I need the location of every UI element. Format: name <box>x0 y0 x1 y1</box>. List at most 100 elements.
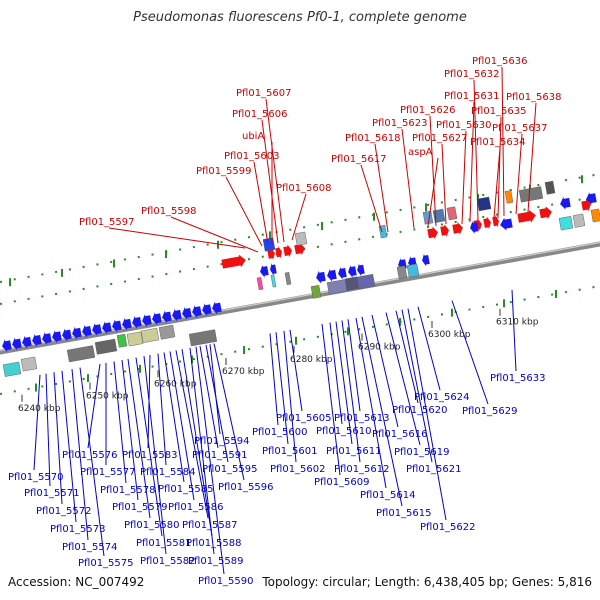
gene-label-reverse: Pfl01_5622 <box>420 522 476 533</box>
feature-box <box>344 276 360 291</box>
gene-label-forward: Pfl01_5630 <box>436 120 492 131</box>
scale-label: 6290 kbp <box>358 343 401 353</box>
feature-box <box>66 345 96 363</box>
forward-gene-arrow <box>539 206 552 220</box>
feature-box <box>94 338 118 355</box>
gene-label-reverse: Pfl01_5610 <box>316 426 372 437</box>
gene-label-reverse: Pfl01_5589 <box>188 556 244 567</box>
feature-box <box>544 180 556 195</box>
scale-label: 6250 kbp <box>86 392 129 402</box>
reverse-gene-arrow <box>202 303 212 317</box>
leader-line <box>45 373 51 487</box>
leader-line <box>175 350 209 519</box>
gene-label-reverse: Pfl01_5633 <box>490 373 546 384</box>
leader-line <box>189 347 215 555</box>
gene-label-reverse: Pfl01_5594 <box>194 436 250 447</box>
leader-line <box>283 330 297 463</box>
reverse-gene-arrow <box>327 268 337 282</box>
leader-line <box>451 300 489 405</box>
leader-line <box>341 320 361 463</box>
leader-line <box>385 312 421 446</box>
gene-label-forward: ubiA <box>242 131 264 142</box>
leader-line <box>469 101 475 223</box>
feature-box <box>256 277 264 291</box>
leader-line <box>473 79 479 221</box>
leader-line <box>147 354 151 449</box>
leader-line <box>265 98 285 243</box>
feature-box <box>188 329 218 347</box>
feature-box <box>572 213 586 228</box>
leader-line <box>113 361 127 484</box>
leader-line <box>213 343 245 481</box>
leader-line <box>427 157 439 227</box>
gene-label-reverse: Pfl01_5573 <box>50 524 106 535</box>
leader-line <box>209 344 221 435</box>
reverse-gene-arrow <box>182 306 192 320</box>
leader-line <box>199 345 219 449</box>
gene-label-forward: Pfl01_5635 <box>471 106 527 117</box>
feature-box <box>504 190 514 204</box>
leader-line <box>170 216 259 253</box>
gene-label-reverse: Pfl01_5576 <box>62 450 118 461</box>
forward-gene-arrow <box>492 214 499 228</box>
gene-label-reverse: Pfl01_5601 <box>262 446 318 457</box>
feature-box <box>326 279 348 295</box>
gene-label-forward: Pfl01_5623 <box>372 118 428 129</box>
reverse-gene-arrow <box>560 196 571 210</box>
leader-line <box>374 143 389 233</box>
leader-line <box>407 308 447 521</box>
scale-label: 6300 kbp <box>428 330 471 340</box>
leader-line <box>253 161 269 245</box>
feature-box <box>518 186 544 203</box>
leader-line <box>497 116 502 219</box>
leader-line <box>33 374 41 471</box>
label-layer: 6240 kbp 6250 kbp 6260 kbp 6270 kbp 6280 kbp… <box>8 56 562 587</box>
gene-label-reverse: Pfl01_5611 <box>326 446 382 457</box>
gene-label-reverse: Pfl01_5596 <box>218 482 274 493</box>
forward-gene-arrow <box>275 245 282 259</box>
reverse-gene-arrow <box>132 315 142 329</box>
reverse-gene-arrow <box>22 335 32 349</box>
leader-line <box>181 349 213 537</box>
leader-line <box>329 322 343 425</box>
feature-box <box>270 274 277 288</box>
feature-box <box>20 356 38 372</box>
leader-line <box>157 353 167 466</box>
leader-line <box>371 314 399 428</box>
reverse-gene-arrow <box>192 305 202 318</box>
gene-label-reverse: Pfl01_5615 <box>376 508 432 519</box>
leader-line <box>493 147 501 219</box>
leader-line <box>429 115 437 227</box>
gene-label-reverse: Pfl01_5578 <box>100 485 156 496</box>
gene-label-reverse: Pfl01_5613 <box>334 413 390 424</box>
gene-label-reverse: Pfl01_5580 <box>124 520 180 531</box>
leader-line-layer <box>33 66 537 575</box>
scale-label: 6270 kbp <box>222 367 265 377</box>
reverse-gene-arrow <box>260 264 269 278</box>
leader-line <box>195 346 225 575</box>
leader-line <box>108 227 246 249</box>
gene-label-reverse: Pfl01_5621 <box>406 464 462 475</box>
topology-text: Topology: circular; Length: 6,438,405 bp… <box>262 575 592 589</box>
feature-box <box>158 324 176 340</box>
feature-box <box>284 272 292 286</box>
gene-label-forward: Pfl01_5637 <box>492 123 548 134</box>
leader-line <box>291 193 307 241</box>
leader-line <box>511 289 517 372</box>
gene-label-reverse: Pfl01_5624 <box>414 392 470 403</box>
leader-line <box>289 329 303 412</box>
feature-box <box>262 237 276 252</box>
scale-label: 6240 kbp <box>18 404 61 414</box>
gene-label-reverse: Pfl01_5570 <box>8 472 64 483</box>
genome-backbone <box>0 241 600 355</box>
forward-gene-arrow <box>440 224 449 237</box>
feature-box <box>590 208 600 223</box>
reverse-gene-arrow <box>42 332 52 345</box>
gene-label-reverse: Pfl01_5595 <box>202 464 258 475</box>
reverse-gene-arrow <box>102 321 112 335</box>
forward-gene-arrow <box>283 244 292 258</box>
feature-box <box>356 274 376 290</box>
leader-line <box>401 128 415 229</box>
feature-box <box>2 361 22 377</box>
leader-line <box>269 333 279 426</box>
